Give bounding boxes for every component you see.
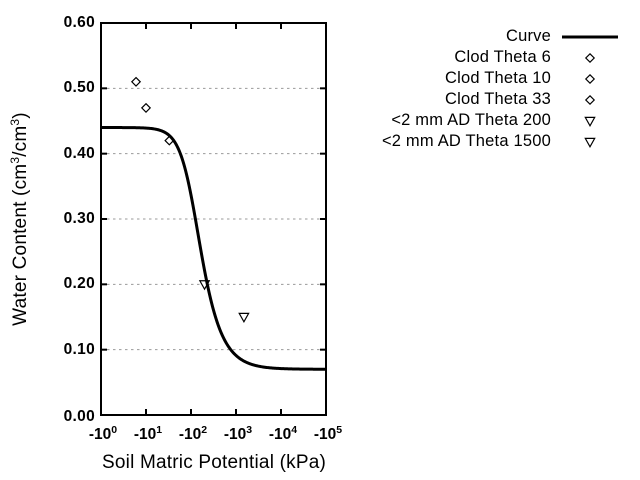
legend-line-sample	[562, 30, 618, 44]
legend-item-clod-theta-10: Clod Theta 10	[382, 68, 618, 89]
diamond-marker	[130, 76, 142, 87]
legend-label: Curve	[505, 27, 551, 45]
x-tick-label: -104	[268, 424, 298, 443]
triangle-down-marker	[238, 312, 250, 324]
triangle-down-marker	[584, 116, 596, 127]
x-axis-title: Soil Matric Potential (kPa)	[102, 452, 326, 473]
diamond-marker	[584, 94, 596, 105]
x-tick-label: -101	[133, 424, 163, 443]
y-tick-label: 0.50	[63, 79, 95, 96]
y-tick-label: 0.00	[63, 408, 95, 425]
legend-label: Clod Theta 10	[445, 69, 551, 87]
y-tick-label: 0.20	[63, 275, 95, 292]
x-tick-label: -105	[313, 424, 343, 443]
y-axis-title: Water Content (cm3/cm3)	[8, 112, 31, 326]
diamond-marker	[584, 52, 596, 63]
legend-triangle-down-icon	[562, 135, 618, 149]
x-tick-label: -100	[88, 424, 118, 443]
legend-item-curve: Curve	[382, 26, 618, 47]
legend-diamond-icon	[562, 51, 618, 65]
y-tick-label: 0.30	[63, 210, 95, 227]
legend-diamond-icon	[562, 72, 618, 86]
legend-label: <2 mm AD Theta 200	[391, 111, 551, 129]
legend-label: Clod Theta 33	[445, 90, 551, 108]
retention-curve	[100, 126, 327, 371]
legend: Curve Clod Theta 6 Clod Theta 10 Clod Th…	[382, 26, 618, 152]
diamond-marker	[140, 102, 152, 113]
y-tick-label: 0.40	[63, 145, 95, 162]
x-tick-label: -102	[178, 424, 208, 443]
legend-label: <2 mm AD Theta 1500	[381, 132, 551, 150]
legend-item-ad-theta-1500: <2 mm AD Theta 1500	[382, 131, 618, 152]
y-tick-label: 0.60	[63, 14, 95, 31]
legend-triangle-down-icon	[562, 114, 618, 128]
x-tick-label: -103	[223, 424, 253, 443]
diamond-marker	[584, 73, 596, 84]
legend-label: Clod Theta 6	[454, 48, 551, 66]
triangle-down-marker	[584, 137, 596, 148]
legend-item-clod-theta-33: Clod Theta 33	[382, 89, 618, 110]
y-tick-label: 0.10	[63, 341, 95, 358]
legend-diamond-icon	[562, 93, 618, 107]
legend-item-clod-theta-6: Clod Theta 6	[382, 47, 618, 68]
legend-item-ad-theta-200: <2 mm AD Theta 200	[382, 110, 618, 131]
